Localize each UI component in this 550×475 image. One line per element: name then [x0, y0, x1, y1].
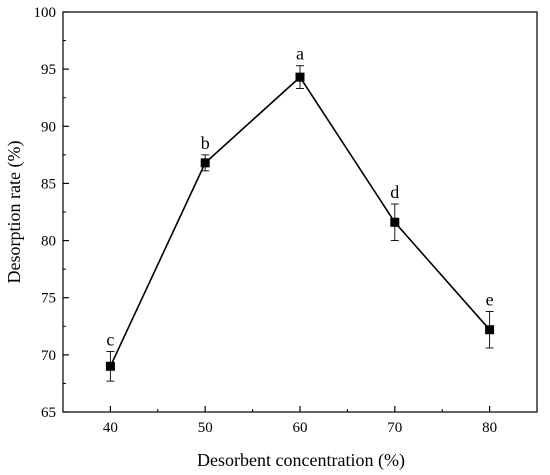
significance-letter: d	[390, 182, 399, 202]
y-tick-label: 80	[41, 234, 56, 250]
x-tick-label: 80	[482, 420, 497, 436]
plot-area: c b a d e	[105, 44, 495, 382]
x-axis-title: Desorbent concentration (%)	[197, 450, 405, 471]
y-tick-label: 75	[41, 291, 56, 307]
y-tick-label: 90	[41, 119, 56, 135]
y-tick-label: 85	[41, 176, 56, 192]
significance-letter: c	[106, 329, 114, 349]
data-point	[200, 158, 210, 168]
y-tick-label: 100	[34, 5, 57, 21]
y-tick-label: 70	[41, 348, 56, 364]
data-point	[105, 361, 115, 371]
data-point	[295, 72, 305, 82]
x-tick-label: 70	[387, 420, 402, 436]
significance-letter: a	[296, 44, 304, 64]
x-tick-label: 60	[293, 420, 308, 436]
series-line	[109, 75, 491, 367]
x-tick-label: 40	[103, 420, 118, 436]
significance-letter: e	[486, 289, 494, 309]
y-tick-label: 65	[41, 405, 56, 421]
y-axis-title: Desorption rate (%)	[4, 141, 25, 284]
data-point	[390, 217, 400, 227]
y-tick-label: 95	[41, 62, 56, 78]
significance-letter: b	[201, 133, 210, 153]
data-point	[485, 325, 495, 335]
axes: 65 70 75 80 85 90 95 100 40 50 60 70 80	[34, 5, 538, 436]
x-tick-label: 50	[198, 420, 213, 436]
